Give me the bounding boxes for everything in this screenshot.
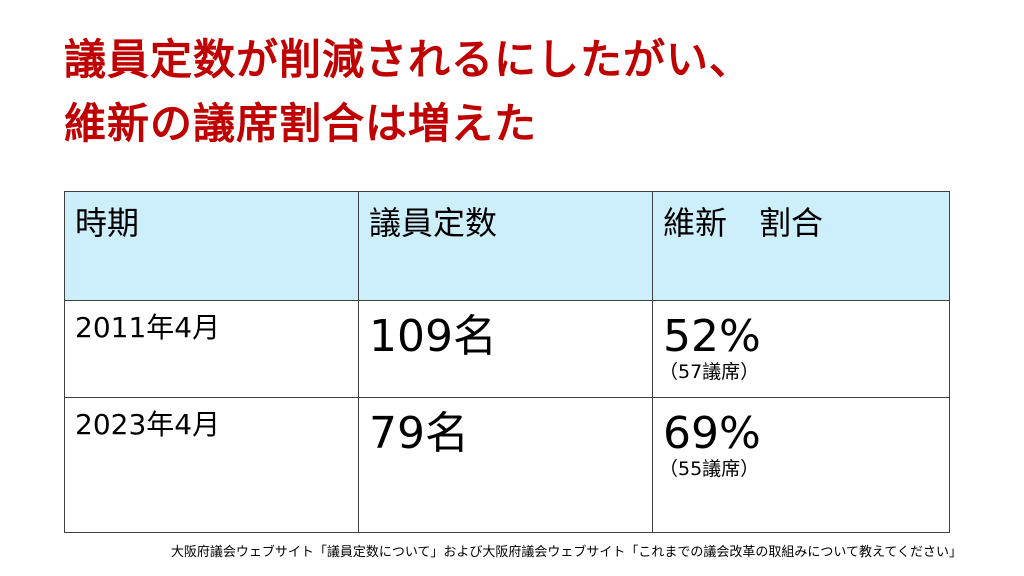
period-cell: 2023年4月 <box>64 397 359 533</box>
header-period: 時期 <box>64 191 359 301</box>
period-value: 2023年4月 <box>75 408 221 441</box>
table-row: 2023年4月 79名 69% （55議席） <box>64 397 950 533</box>
seat-ratio-table: 時期 議員定数 維新 割合 2011年4月 109名 52% （57議席） 20… <box>64 191 950 533</box>
ratio-cell: 69% （55議席） <box>652 397 950 533</box>
ratio-value: 69% <box>663 408 761 459</box>
seats-value: 109名 <box>369 311 497 362</box>
ratio-seat-count: （55議席） <box>659 458 760 480</box>
ratio-value: 52% <box>663 311 761 362</box>
source-citation: 大阪府議会ウェブサイト「議員定数について」および大阪府議会ウェブサイト「これまで… <box>170 545 962 560</box>
header-ishin-ratio: 維新 割合 <box>652 191 950 301</box>
table-header-row: 時期 議員定数 維新 割合 <box>64 191 950 301</box>
seats-cell: 109名 <box>358 300 653 398</box>
seats-value: 79名 <box>369 408 469 459</box>
slide-title: 議員定数が削減されるにしたがい、 維新の議席割合は増えた <box>64 28 752 156</box>
ratio-cell: 52% （57議席） <box>652 300 950 398</box>
period-value: 2011年4月 <box>75 311 221 344</box>
period-cell: 2011年4月 <box>64 300 359 398</box>
header-seats: 議員定数 <box>358 191 653 301</box>
seats-cell: 79名 <box>358 397 653 533</box>
title-line-1: 議員定数が削減されるにしたがい、 <box>64 35 753 84</box>
ratio-seat-count: （57議席） <box>659 361 760 383</box>
title-line-2: 維新の議席割合は増えた <box>64 99 538 148</box>
table-row: 2011年4月 109名 52% （57議席） <box>64 300 950 398</box>
